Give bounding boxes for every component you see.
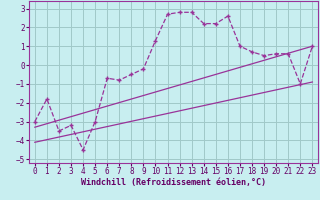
X-axis label: Windchill (Refroidissement éolien,°C): Windchill (Refroidissement éolien,°C) [81,178,266,187]
